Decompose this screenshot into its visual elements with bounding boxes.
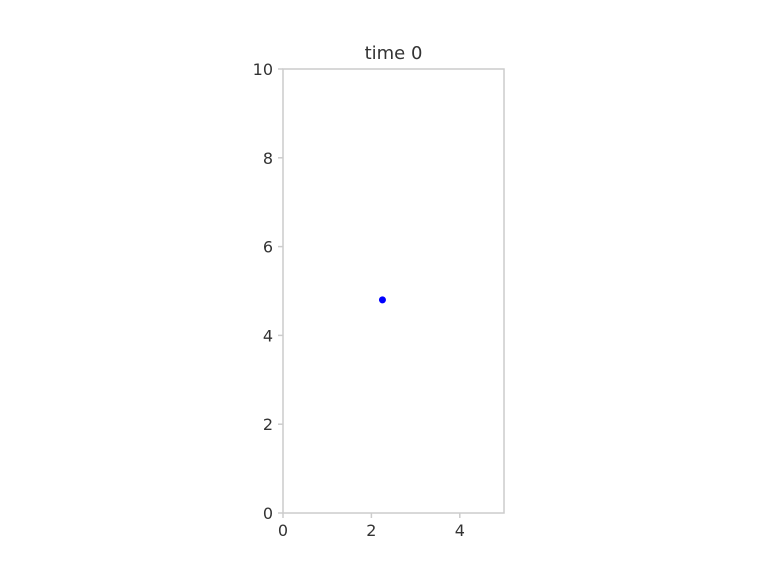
y-tick-label: 0 <box>263 504 273 523</box>
x-axis: 0 2 4 <box>278 513 465 540</box>
x-tick-label: 0 <box>278 521 288 540</box>
y-tick-label: 2 <box>263 415 273 434</box>
x-tick-label: 2 <box>366 521 376 540</box>
y-tick-label: 4 <box>263 326 273 345</box>
data-points <box>378 296 386 304</box>
y-axis: 0 2 4 6 8 10 <box>253 60 283 523</box>
x-tick-label: 4 <box>455 521 465 540</box>
data-point <box>378 296 386 304</box>
chart-title: time 0 <box>365 43 423 64</box>
plot-area <box>282 68 505 514</box>
y-tick-label: 10 <box>253 60 273 79</box>
y-tick-label: 6 <box>263 238 273 257</box>
y-tick-label: 8 <box>263 149 273 168</box>
